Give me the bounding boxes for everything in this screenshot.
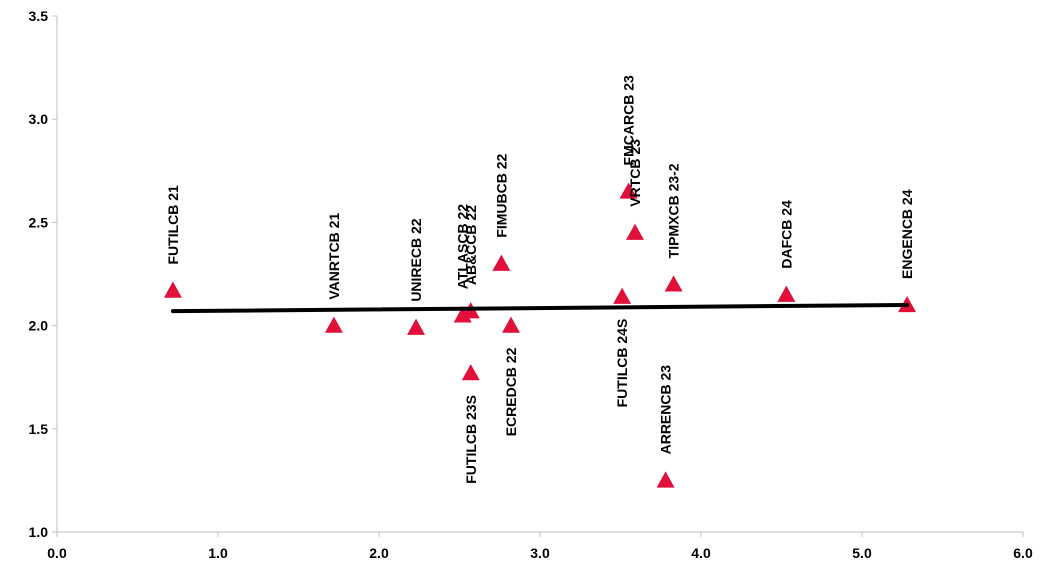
data-point-label: ENGENCB 24 [899, 189, 915, 279]
x-tick-label: 4.0 [691, 545, 711, 561]
y-tick-label: 3.5 [29, 8, 49, 24]
y-tick-label: 1.5 [29, 421, 49, 437]
data-point-label: UNIRECB 22 [408, 218, 424, 301]
y-tick-label: 3.0 [29, 111, 49, 127]
data-point-label: FUTILCB 24S [614, 319, 630, 408]
data-point-label: DAFCB 24 [778, 200, 794, 269]
data-point-label: FIMUBCB 22 [493, 153, 509, 237]
data-point-marker [502, 316, 521, 333]
data-point-marker [461, 364, 480, 381]
x-tick-label: 1.0 [208, 545, 228, 561]
data-point-label: FUTILCB 21 [165, 185, 181, 265]
data-point-label: TIPMXCB 23-2 [666, 163, 682, 258]
data-point-label: ATLASCB 22 [455, 204, 471, 290]
data-point-marker [324, 316, 343, 333]
data-point-label: VRTCB 23 [627, 139, 643, 207]
data-point-marker [777, 285, 796, 302]
data-point-marker [664, 275, 683, 292]
x-tick-label: 5.0 [852, 545, 872, 561]
data-point-marker [453, 306, 472, 323]
data-point-marker [656, 471, 675, 488]
data-point-label: ARRENCB 23 [658, 365, 674, 455]
data-point-label: AB&CCB 22 [463, 205, 479, 285]
data-point-label: FMCARCB 23 [621, 75, 637, 165]
data-point-marker [625, 223, 644, 240]
data-point-marker [492, 254, 511, 271]
y-tick-label: 2.0 [29, 318, 49, 334]
y-tick-label: 2.5 [29, 214, 49, 230]
x-tick-label: 2.0 [369, 545, 389, 561]
x-tick-label: 3.0 [530, 545, 550, 561]
x-tick-label: 0.0 [47, 545, 67, 561]
trend-line [170, 302, 910, 314]
data-point-label: VANRTCB 21 [326, 213, 342, 300]
data-point-marker [163, 281, 182, 298]
data-point-marker [407, 318, 426, 335]
data-point-label: FUTILCB 23S [463, 395, 479, 484]
data-point-marker [619, 182, 638, 199]
data-point-marker [613, 287, 632, 304]
y-tick-label: 1.0 [29, 524, 49, 540]
data-point-label: ECREDCB 22 [503, 347, 519, 436]
x-tick-label: 6.0 [1013, 545, 1033, 561]
